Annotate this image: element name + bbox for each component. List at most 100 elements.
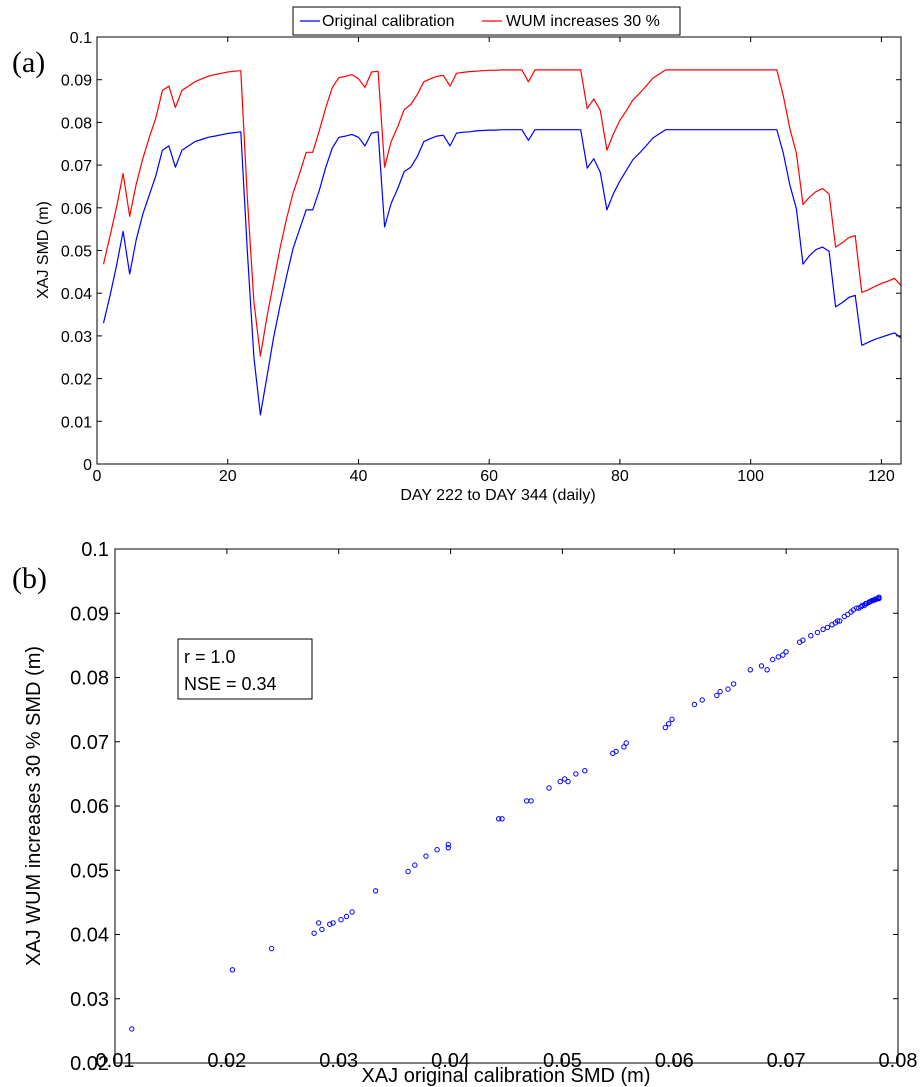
tick-layer: 0 20 40 60 80 100 120 0 0.01 0.02 0.03 0.04 0.05 0.06… bbox=[61, 30, 901, 485]
y-tick-label: 0.06 bbox=[61, 201, 92, 218]
plot-frame bbox=[114, 548, 899, 1064]
y-tick-label: 0.02 bbox=[61, 372, 92, 389]
x-tick-label: 20 bbox=[219, 468, 237, 485]
scatter-point bbox=[268, 945, 275, 952]
scatter-point bbox=[662, 724, 668, 731]
y-tick-label: 0.03 bbox=[70, 989, 109, 1011]
annotation-nse: NSE = 0.34 bbox=[184, 674, 277, 694]
y-tick-label: 0.05 bbox=[61, 244, 92, 261]
scatter-point bbox=[229, 967, 236, 973]
scatter-point bbox=[669, 716, 675, 722]
scatter-point bbox=[783, 649, 789, 655]
tick-layer: 0.01 0.02 0.03 0.04 0.05 0.06 0.07 0.080.020.03… bbox=[70, 539, 917, 1075]
scatter-point bbox=[725, 686, 731, 692]
x-tick-label: 0.05 bbox=[543, 1050, 582, 1072]
y-tick-label: 0.07 bbox=[61, 158, 92, 175]
scatter-point bbox=[338, 917, 344, 923]
scatter-point bbox=[434, 847, 440, 853]
scatter-point bbox=[623, 740, 629, 746]
scatter-point bbox=[557, 778, 563, 785]
scatter-point bbox=[666, 721, 672, 727]
scatter-point bbox=[412, 862, 418, 868]
scatter-point bbox=[327, 921, 333, 927]
x-tick-label: 0.07 bbox=[767, 1050, 806, 1072]
scatter-point bbox=[546, 785, 552, 791]
scatter-point bbox=[699, 697, 705, 703]
scatter-point bbox=[613, 748, 619, 755]
scatter-point bbox=[691, 701, 698, 708]
scatter-point bbox=[528, 798, 534, 804]
scatter-point bbox=[730, 681, 737, 687]
scatter-point bbox=[496, 816, 502, 822]
y-tick-label: 0.09 bbox=[61, 73, 92, 90]
y-tick-label: 0.01 bbox=[61, 414, 92, 431]
legend: Original calibration WUM increases 30 % bbox=[292, 6, 681, 36]
scatter-point bbox=[349, 909, 355, 915]
x-tick-label: 100 bbox=[737, 468, 764, 485]
y-tick-label: 0.1 bbox=[81, 539, 109, 561]
scatter-point bbox=[315, 920, 322, 926]
scatter-point bbox=[319, 926, 325, 933]
x-tick-label: 0.01 bbox=[96, 1050, 135, 1072]
legend-label-original: Original calibration bbox=[322, 13, 455, 30]
scatter-point bbox=[311, 930, 317, 936]
scatter-point bbox=[800, 637, 806, 643]
scatter-point bbox=[876, 594, 882, 600]
y-tick-label: 0.08 bbox=[61, 115, 92, 132]
line-chart-panel: (a) 0 20 40 60 80 100 120 0 0.01 0.02 0.03 0.04 0.05… bbox=[12, 6, 902, 504]
scatter-point bbox=[423, 853, 429, 859]
scatter-point bbox=[499, 816, 505, 822]
series-layer bbox=[102, 69, 902, 416]
scatter-point bbox=[714, 692, 720, 699]
x-tick-label: 60 bbox=[480, 468, 498, 485]
y-tick-label: 0.08 bbox=[70, 668, 109, 690]
x-tick-label: 0.06 bbox=[655, 1050, 694, 1072]
x-axis-label: DAY 222 to DAY 344 (daily) bbox=[400, 487, 595, 504]
legend-label-wum: WUM increases 30 % bbox=[506, 13, 660, 30]
scatter-point bbox=[129, 1026, 135, 1032]
panel-label-a: (a) bbox=[12, 46, 45, 79]
plot-frame bbox=[96, 36, 902, 465]
scatter-point bbox=[820, 626, 826, 632]
x-tick-label: 120 bbox=[868, 468, 895, 485]
y-tick-label: 0 bbox=[83, 457, 92, 474]
scatter-point bbox=[845, 611, 851, 618]
x-tick-label: 80 bbox=[611, 468, 629, 485]
x-tick-label: 0 bbox=[93, 468, 102, 485]
scatter-point bbox=[445, 845, 451, 851]
scatter-point bbox=[565, 778, 571, 785]
x-tick-label: 0.08 bbox=[879, 1050, 918, 1072]
scatter-point bbox=[780, 652, 786, 658]
panel-label-b: (b) bbox=[12, 562, 47, 595]
scatter-point bbox=[758, 663, 765, 669]
y-tick-label: 0.04 bbox=[61, 286, 92, 303]
scatter-point bbox=[523, 798, 530, 804]
series-line-original-calibration bbox=[102, 129, 902, 416]
scatter-point bbox=[717, 688, 723, 695]
stats-annotation: r = 1.0 NSE = 0.34 bbox=[177, 638, 313, 700]
scatter-point bbox=[814, 629, 821, 636]
x-axis-label: XAJ original calibration SMD (m) bbox=[362, 1065, 651, 1087]
y-tick-label: 0.03 bbox=[61, 329, 92, 346]
y-tick-label: 0.05 bbox=[70, 860, 109, 882]
scatter-point bbox=[405, 868, 411, 875]
scatter-point bbox=[834, 618, 841, 624]
x-tick-label: 40 bbox=[350, 468, 368, 485]
scatter-point bbox=[343, 913, 350, 920]
y-axis-label: XAJ SMD (m) bbox=[35, 201, 52, 299]
y-tick-label: 0.1 bbox=[70, 30, 92, 47]
series-line-wum-increases-30 bbox=[102, 69, 902, 357]
point-layer bbox=[129, 594, 882, 1032]
scatter-point bbox=[582, 768, 588, 774]
annotation-box bbox=[177, 638, 313, 700]
x-tick-label: 0.03 bbox=[319, 1050, 358, 1072]
scatter-point bbox=[445, 841, 451, 848]
scatter-point bbox=[562, 776, 568, 782]
scatter-point bbox=[775, 654, 781, 660]
scatter-point bbox=[573, 771, 579, 777]
y-tick-label: 0.06 bbox=[70, 796, 109, 818]
scatter-point bbox=[747, 667, 753, 673]
scatter-point bbox=[824, 624, 831, 631]
scatter-point bbox=[372, 888, 379, 894]
